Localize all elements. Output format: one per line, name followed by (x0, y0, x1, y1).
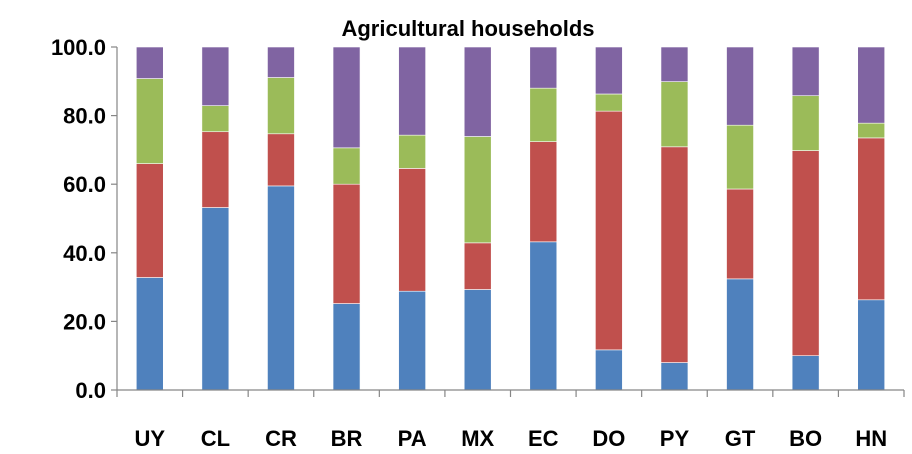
bar-segment-cl-3 (201, 105, 230, 133)
bar-segment-gt-1 (726, 278, 754, 391)
bar-segment-uy-1 (135, 277, 164, 391)
x-tick-label-pa: PA (398, 426, 427, 451)
y-tick-label: 60.0 (63, 172, 106, 197)
bar-segment-py-2 (660, 146, 689, 363)
bar-segment-pa-1 (398, 290, 426, 391)
bar-segment-pa-3 (398, 134, 426, 169)
bar-segment-uy-3 (135, 78, 164, 164)
bar-segment-ec-1 (529, 241, 558, 391)
bar-segment-hn-3 (857, 122, 886, 139)
bar-segment-bo-1 (791, 355, 820, 391)
bar-segment-hn-4 (857, 46, 886, 124)
bar-segment-cl-2 (201, 131, 230, 208)
bar-segment-py-1 (660, 362, 689, 391)
x-tick-label-hn: HN (855, 426, 887, 451)
bar-segment-mx-2 (463, 242, 492, 290)
bar-segment-gt-4 (726, 46, 754, 126)
bar-segment-br-3 (332, 147, 361, 185)
bar-segment-ec-4 (529, 46, 558, 89)
bar-segment-gt-2 (726, 188, 754, 280)
x-tick-label-gt: GT (725, 426, 756, 451)
bar-segment-bo-3 (791, 95, 820, 151)
bar-segment-cr-2 (267, 133, 295, 187)
bar-segment-mx-4 (463, 46, 492, 137)
bar-segment-cl-4 (201, 46, 230, 106)
bar-segment-py-3 (660, 81, 689, 148)
x-tick-label-py: PY (660, 426, 690, 451)
bar-segment-bo-2 (791, 150, 820, 356)
x-tick-label-uy: UY (135, 426, 166, 451)
y-tick-label: 100.0 (51, 35, 106, 60)
bar-segment-cr-1 (267, 185, 295, 391)
y-tick-label: 40.0 (63, 241, 106, 266)
bar-segment-py-4 (660, 46, 689, 82)
bar-segment-cr-4 (267, 46, 295, 78)
x-tick-label-br: BR (331, 426, 363, 451)
bar-segment-br-1 (332, 303, 361, 391)
bar-segment-bo-4 (791, 46, 820, 97)
x-tick-label-cl: CL (201, 426, 230, 451)
bar-segment-mx-1 (463, 289, 492, 391)
bar-segment-cl-1 (201, 207, 230, 391)
bar-segment-ec-2 (529, 141, 558, 243)
bar-segment-ec-3 (529, 87, 558, 142)
bar-segment-uy-4 (135, 46, 164, 79)
bar-segment-br-4 (332, 46, 361, 149)
y-tick-label: 20.0 (63, 309, 106, 334)
x-tick-label-bo: BO (789, 426, 822, 451)
bar-segment-do-4 (595, 46, 623, 95)
bar-segment-uy-2 (135, 163, 164, 278)
bar-segment-pa-2 (398, 168, 426, 292)
bar-segment-do-1 (595, 349, 623, 391)
bar-segment-hn-1 (857, 299, 886, 391)
x-tick-label-cr: CR (265, 426, 297, 451)
bar-segment-do-2 (595, 110, 623, 351)
chart-title: Agricultural households (341, 16, 594, 41)
bar-segment-do-3 (595, 93, 623, 112)
bar-segment-gt-3 (726, 124, 754, 190)
bar-segment-br-2 (332, 183, 361, 304)
y-tick-label: 80.0 (63, 104, 106, 129)
bar-segment-cr-3 (267, 77, 295, 135)
bar-segment-mx-3 (463, 136, 492, 244)
y-tick-label: 0.0 (75, 378, 106, 403)
bar-segment-pa-4 (398, 46, 426, 136)
x-tick-label-ec: EC (528, 426, 559, 451)
x-tick-label-mx: MX (461, 426, 494, 451)
plot-area: 0.0 20.0 40.0 60.0 80.0 100.0 UY CL CR BR PA MX EC DO… (51, 35, 905, 451)
bar-segment-hn-2 (857, 137, 886, 301)
x-tick-label-do: DO (592, 426, 625, 451)
